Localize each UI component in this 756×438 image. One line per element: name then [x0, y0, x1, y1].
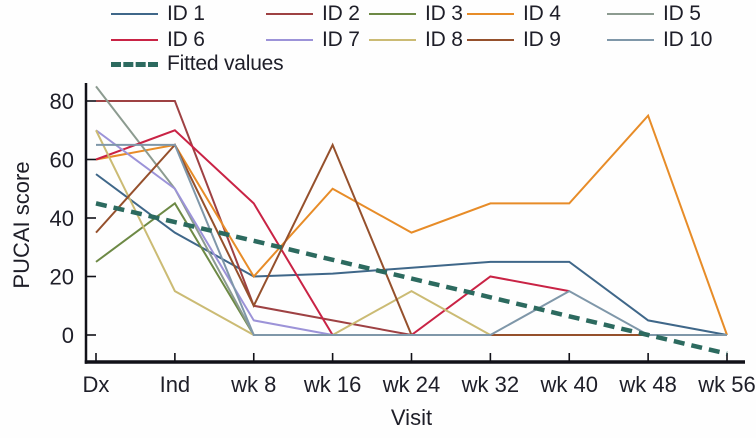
- series-line-id-3: [95, 201, 727, 336]
- legend-label: Fitted values: [167, 52, 284, 75]
- legend-swatch-line: [467, 13, 514, 15]
- x-tick-label: wk 40: [540, 372, 598, 397]
- legend-swatch-dashed-line: [111, 61, 158, 67]
- legend-swatch-line: [467, 39, 514, 41]
- y-tick-label: 80: [50, 89, 74, 114]
- y-axis-title: PUCAI score: [9, 161, 34, 289]
- legend-label: ID 1: [167, 2, 205, 25]
- series-line-id-5: [95, 85, 727, 336]
- legend-label: ID 3: [425, 2, 463, 25]
- legend-item-id-7: ID 7: [266, 28, 360, 51]
- legend-item-id-8: ID 8: [369, 28, 463, 51]
- x-tick-label: wk 24: [382, 372, 440, 397]
- legend-item-id-2: ID 2: [266, 2, 360, 25]
- legend-item-id-1: ID 1: [111, 2, 205, 25]
- legend-label: ID 9: [523, 28, 561, 51]
- legend-item-id-3: ID 3: [369, 2, 463, 25]
- legend-label: ID 7: [322, 28, 360, 51]
- legend-swatch-line: [266, 39, 313, 41]
- legend-swatch-line: [111, 13, 158, 15]
- legend-label: ID 10: [663, 28, 713, 51]
- series-line-id-9: [95, 142, 727, 336]
- legend-label: ID 2: [322, 2, 360, 25]
- x-tick-label: Dx: [83, 372, 110, 397]
- legend: ID 1 ID 2 ID 3 ID 4 ID 5 ID 6 ID 7 ID 8 ID 9 ID 1…: [0, 0, 756, 80]
- series-line-fitted-values: [95, 201, 728, 356]
- legend-item-id-9: ID 9: [467, 28, 561, 51]
- y-tick-label: 20: [50, 265, 74, 290]
- legend-swatch-line: [607, 13, 654, 15]
- legend-swatch-line: [266, 13, 313, 15]
- x-tick-label: wk 8: [230, 372, 276, 397]
- y-tick-label: 60: [50, 148, 74, 173]
- x-tick-label: Ind: [160, 372, 191, 397]
- legend-swatch-line: [111, 39, 158, 41]
- series-line-id-6: [95, 129, 570, 336]
- series-line-id-1: [95, 173, 728, 336]
- legend-item-id-6: ID 6: [111, 28, 205, 51]
- x-tick-label: wk 56: [697, 372, 755, 397]
- legend-swatch-line: [607, 39, 654, 41]
- legend-item-id-10: ID 10: [607, 28, 713, 51]
- legend-item-fitted-values: Fitted values: [111, 52, 284, 75]
- x-tick-label: wk 16: [303, 372, 361, 397]
- x-tick-label: wk 48: [618, 372, 676, 397]
- x-tick-label: wk 32: [461, 372, 519, 397]
- y-tick-label: 40: [50, 206, 74, 231]
- legend-item-id-4: ID 4: [467, 2, 561, 25]
- legend-item-id-5: ID 5: [607, 2, 701, 25]
- legend-swatch-line: [369, 39, 416, 41]
- legend-label: ID 8: [425, 28, 463, 51]
- legend-swatch-line: [369, 13, 416, 15]
- legend-label: ID 6: [167, 28, 205, 51]
- series-line-id-10: [96, 143, 727, 336]
- y-tick-label: 0: [62, 323, 74, 348]
- series-line-id-4: [95, 113, 728, 336]
- x-axis-title: Visit: [390, 405, 433, 430]
- legend-label: ID 4: [523, 2, 561, 25]
- legend-label: ID 5: [663, 2, 701, 25]
